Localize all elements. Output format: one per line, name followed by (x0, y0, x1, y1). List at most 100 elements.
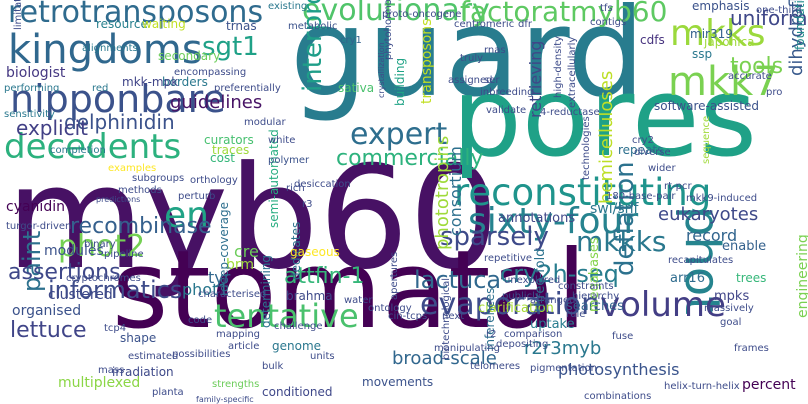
word-mkk-mpk: mkk-mpk (122, 75, 179, 89)
word-encompassing: encompassing (174, 67, 247, 78)
word-challenge: challenge (274, 321, 323, 332)
word-trnas: trnas (226, 19, 257, 33)
word-crystallization: crystallization (377, 42, 386, 98)
word-proto-oncogene: proto-oncogene (382, 9, 462, 20)
word-orthology: orthology (190, 175, 238, 186)
word-bulk: bulk (262, 361, 284, 372)
word-commercially: commercially (336, 146, 484, 171)
word-clustered: clustered (48, 287, 113, 303)
word-movements: movements (362, 375, 434, 389)
word-interpro: interpro (298, 0, 328, 92)
word-rnas: rnas (484, 45, 506, 56)
word-brahma: brahma (286, 289, 333, 303)
word-rule: rule (566, 309, 586, 320)
word-cdfs: cdfs (640, 33, 665, 47)
word-searches: searches (566, 299, 624, 314)
word-en: en (164, 195, 209, 236)
word-irradiation: irradiation (112, 365, 174, 379)
word-planta: planta (152, 387, 184, 398)
word-ssp: ssp (692, 47, 713, 61)
word-resource: resource (96, 17, 148, 31)
word-publicly: publicly (502, 291, 541, 302)
word-transposons: transposons (419, 18, 435, 104)
word-red: red (92, 83, 109, 94)
word-enable: enable (722, 239, 767, 254)
word-possibilities: possibilities (172, 349, 231, 360)
word-polymer: polymer (268, 155, 310, 166)
word-perturb: perturb (178, 191, 216, 202)
word-inbreeding: inbreeding (480, 87, 534, 98)
word-cry2: cry2 (632, 135, 654, 146)
word-arranged: arranged (530, 295, 576, 306)
word-binary: binary (84, 239, 116, 250)
word-swi-snf: swi/snf (590, 201, 639, 217)
word-tentative: tentative (214, 297, 359, 335)
word-completion: completion (50, 145, 106, 156)
word-alignments: alignments (82, 43, 138, 54)
word-article: article (228, 341, 260, 352)
word-desiccation: desiccation (294, 179, 351, 190)
word-phot1: phot1 (182, 280, 229, 299)
word-record: record (686, 226, 738, 245)
word-goal: goal (720, 317, 742, 328)
word-tyr: tyr (208, 268, 231, 287)
word-apertures: apertures (389, 251, 400, 300)
word-genome: genome (272, 339, 322, 353)
word-telomeres: telomeres (470, 361, 521, 372)
word-cre: cre (234, 242, 259, 261)
word-mir319: mir319 (690, 27, 733, 41)
word-mkk7: mkk7 (668, 59, 779, 105)
word-consortium: consortium (446, 146, 465, 236)
word-tools: tools (730, 54, 784, 79)
word-uptake: uptake (530, 317, 575, 332)
word-existing: existing (268, 1, 308, 12)
word-water: water (344, 295, 373, 306)
word-stomatal: stomatal (112, 228, 587, 353)
word-cost: cost (210, 151, 235, 165)
word-assertions: assertions (8, 260, 121, 285)
word-cyanidin: cyanidin (6, 199, 65, 215)
word-fuse: fuse (612, 331, 634, 342)
word-deep-coverage: deep-coverage (217, 201, 231, 292)
word-rich: rich (286, 183, 305, 194)
word-modular: modular (244, 117, 286, 128)
word-combinations: combinations (584, 391, 652, 402)
word-curators: curators (204, 133, 254, 147)
word-sensitivity: sensitivity (4, 109, 55, 120)
word-helix-turn-helix: helix-turn-helix (664, 381, 740, 392)
word-metabolic: metabolic (288, 21, 338, 32)
word-mkk9-induced: mkk9-induced (686, 193, 758, 204)
word-myb60: myb60 (6, 136, 500, 301)
word-modules: modules (44, 243, 104, 259)
word-centromeric: centromeric (454, 19, 515, 30)
word-volume: volume (600, 285, 726, 325)
word-kingdoms: kingdoms (8, 27, 203, 73)
word-delphinidin: delphinidin (64, 110, 175, 134)
word-eukaryotes: eukaryotes (658, 204, 759, 225)
word-methods: methods (118, 185, 162, 196)
word-manipulating: manipulating (434, 343, 500, 354)
word-rt-pcr: rt-pcr (664, 181, 692, 192)
word-validate: validate (486, 105, 527, 116)
word-cry1: cry1 (340, 35, 362, 46)
word-strengths: strengths (212, 379, 260, 390)
word-4-reductase: 4-reductase (540, 107, 600, 118)
word-guidelines: guidelines (170, 92, 263, 113)
word-recombinase: recombinase (70, 214, 212, 239)
word-next: next (442, 311, 465, 322)
word-expert: expert (350, 117, 448, 152)
word-ontology: ontology (368, 303, 412, 314)
word-recapitulates: recapitulates (668, 255, 734, 266)
word-brm: brm (226, 257, 255, 273)
word-factoratmyb60: factoratmyb60 (460, 0, 668, 28)
word-traces: traces (212, 143, 250, 157)
word-characterised: characterised (198, 289, 267, 300)
word-evolutionary: evolutionary (302, 0, 490, 28)
word-cry2h-seq: cry2h-seq (500, 260, 619, 288)
word-sativa: sativa (338, 81, 375, 95)
word-r2r3myb: r2r3myb (524, 338, 602, 359)
word-massively: massively (704, 303, 754, 314)
word-mkkks: mkkks (576, 225, 667, 258)
word-emphasis: emphasis (692, 0, 750, 13)
word-subgroups: subgroups (132, 173, 185, 184)
